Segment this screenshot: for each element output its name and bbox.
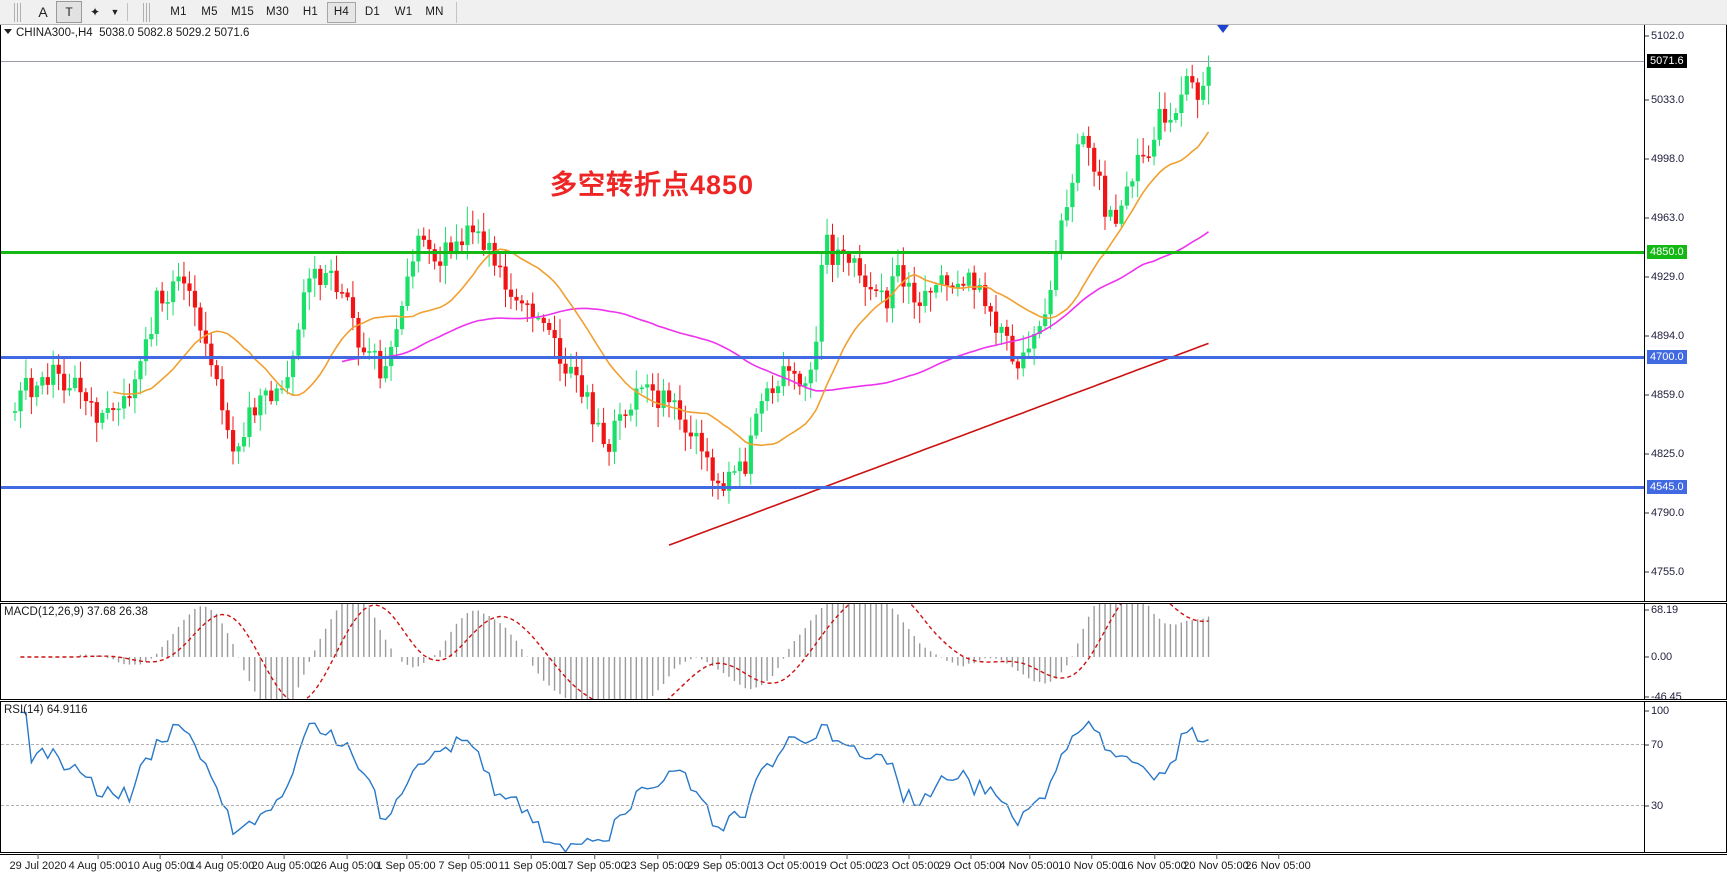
time-tick: 11 Sep 05:00 xyxy=(498,854,564,872)
price-tick: 5033.0 xyxy=(1651,94,1685,106)
price-series-svg xyxy=(13,55,1211,546)
rsi-axis[interactable]: 100 70 30 xyxy=(1644,702,1726,852)
ma-slow-line xyxy=(668,342,1209,546)
time-tick: 29 Sep 05:00 xyxy=(687,854,753,872)
time-tick: 19 Oct 05:00 xyxy=(814,854,878,872)
price-tick: 4894.0 xyxy=(1651,330,1685,342)
chart-annotation: 多空转折点4850 xyxy=(550,170,755,200)
timeframe-m15[interactable]: M15 xyxy=(231,6,254,18)
rsi-tick: 100 xyxy=(1651,705,1670,717)
symbol-ohlc: 5038.0 5082.8 5029.2 5071.6 xyxy=(99,27,250,39)
price-tick: 4755.0 xyxy=(1651,566,1685,578)
time-tick: 26 Nov 05:00 xyxy=(1245,854,1311,872)
rsi-level-30 xyxy=(1,805,1644,806)
timeframe-grip[interactable] xyxy=(133,1,159,23)
text-box-icon[interactable]: T xyxy=(56,1,82,23)
cursor-marker-icon xyxy=(1217,25,1229,33)
time-axis[interactable]: 29 Jul 2020 4 Aug 05:00 10 Aug 05:00 14 Aug… xyxy=(0,854,1727,884)
rsi-line xyxy=(20,711,1209,852)
time-tick: 13 Oct 05:00 xyxy=(751,854,815,872)
timeframe-group: M1 M5 M15 M30 H1 H4 D1 W1 MN xyxy=(163,1,450,23)
price-tick: 4998.0 xyxy=(1651,153,1685,165)
text-a-icon[interactable]: A xyxy=(38,4,48,20)
ma-fast-line xyxy=(112,131,1210,447)
price-plot[interactable]: 多空转折点4850 xyxy=(1,25,1644,601)
timeframe-w1[interactable]: W1 xyxy=(394,6,413,18)
timeframe-m30[interactable]: M30 xyxy=(265,6,289,18)
time-tick: 4 Nov 05:00 xyxy=(999,854,1059,872)
time-tick: 20 Nov 05:00 xyxy=(1183,854,1249,872)
time-tick: 26 Aug 05:00 xyxy=(314,854,380,872)
time-tick: 23 Sep 05:00 xyxy=(624,854,690,872)
rsi-plot[interactable] xyxy=(1,702,1644,852)
rsi-level-70 xyxy=(1,744,1644,745)
time-tick: 10 Aug 05:00 xyxy=(127,854,193,872)
timeframe-mn[interactable]: MN xyxy=(425,6,444,18)
price-axis[interactable]: 5102.0 5033.0 4998.0 4963.0 4929.0 4894.… xyxy=(1644,25,1726,873)
time-tick: 29 Jul 2020 xyxy=(9,854,67,872)
crosshair-grid-icon[interactable] xyxy=(4,1,30,23)
price-tick: 4790.0 xyxy=(1651,507,1685,519)
timeframe-h1[interactable]: H1 xyxy=(302,6,319,18)
price-tag-4545: 4545.0 xyxy=(1647,480,1687,494)
time-tick: 10 Nov 05:00 xyxy=(1058,854,1124,872)
macd-histogram xyxy=(79,604,1210,699)
macd-tick: -46.45 xyxy=(1651,691,1682,703)
objects-icon[interactable]: ✦ xyxy=(89,5,101,19)
price-tick: 4963.0 xyxy=(1651,212,1685,224)
time-tick: 16 Nov 05:00 xyxy=(1121,854,1187,872)
support-line-4700 xyxy=(1,356,1644,359)
macd-tick: 0.00 xyxy=(1651,651,1673,663)
timeframe-m1[interactable]: M1 xyxy=(170,6,187,18)
time-tick: 7 Sep 05:00 xyxy=(438,854,498,872)
macd-plot[interactable] xyxy=(1,604,1644,699)
timeframe-d1[interactable]: D1 xyxy=(364,6,381,18)
symbol-label: CHINA300-,H4 5038.0 5082.8 5029.2 5071.6 xyxy=(4,27,249,39)
current-price-line xyxy=(1,61,1644,62)
timeframe-h4[interactable]: H4 xyxy=(326,1,356,23)
price-tick: 4929.0 xyxy=(1651,271,1685,283)
price-tag-4700: 4700.0 xyxy=(1647,350,1687,364)
toolbar: A T ✦ ▼ M1 M5 M15 M30 H1 H4 D1 W1 MN xyxy=(0,0,1727,25)
price-tick: 4859.0 xyxy=(1651,389,1685,401)
time-tick: 29 Oct 05:00 xyxy=(938,854,1002,872)
time-tick: 1 Sep 05:00 xyxy=(376,854,436,872)
time-tick: 23 Oct 05:00 xyxy=(876,854,940,872)
price-tick: 4825.0 xyxy=(1651,448,1685,460)
macd-axis[interactable]: 68.19 0.00 -46.45 xyxy=(1644,604,1726,703)
support-line-4545 xyxy=(1,486,1644,489)
chart-area: CHINA300-,H4 5038.0 5082.8 5029.2 5071.6… xyxy=(0,25,1727,884)
price-tag-current: 5071.6 xyxy=(1647,54,1687,68)
macd-tick: 68.19 xyxy=(1651,604,1679,616)
ma-mid-line xyxy=(341,231,1209,392)
rsi-series-svg xyxy=(20,711,1209,852)
time-tick: 14 Aug 05:00 xyxy=(189,854,255,872)
timeframe-m5[interactable]: M5 xyxy=(201,6,218,18)
rsi-panel[interactable]: RSI(14) 64.9116 100 70 30 xyxy=(0,701,1727,853)
macd-label: MACD(12,26,9) 37.68 26.38 xyxy=(4,606,148,618)
time-tick: 20 Aug 05:00 xyxy=(251,854,317,872)
macd-series-svg xyxy=(20,604,1210,699)
time-tick: 17 Sep 05:00 xyxy=(561,854,627,872)
candlestick-series xyxy=(13,55,1211,504)
dropdown-arrow-icon[interactable]: ▼ xyxy=(110,7,120,17)
rsi-tick: 30 xyxy=(1651,800,1664,812)
symbol-name: CHINA300-,H4 xyxy=(16,27,93,39)
price-tick: 5102.0 xyxy=(1651,30,1685,42)
price-panel[interactable]: CHINA300-,H4 5038.0 5082.8 5029.2 5071.6… xyxy=(0,25,1727,873)
macd-signal-line xyxy=(20,604,1209,699)
price-tag-4850: 4850.0 xyxy=(1647,245,1687,259)
collapse-arrow-icon[interactable] xyxy=(4,29,12,35)
time-tick: 4 Aug 05:00 xyxy=(68,854,128,872)
rsi-label: RSI(14) 64.9116 xyxy=(4,704,88,716)
support-line-4850 xyxy=(1,251,1644,254)
rsi-tick: 70 xyxy=(1651,739,1664,751)
macd-panel[interactable]: MACD(12,26,9) 37.68 26.38 68.19 0.00 -46… xyxy=(0,603,1727,703)
